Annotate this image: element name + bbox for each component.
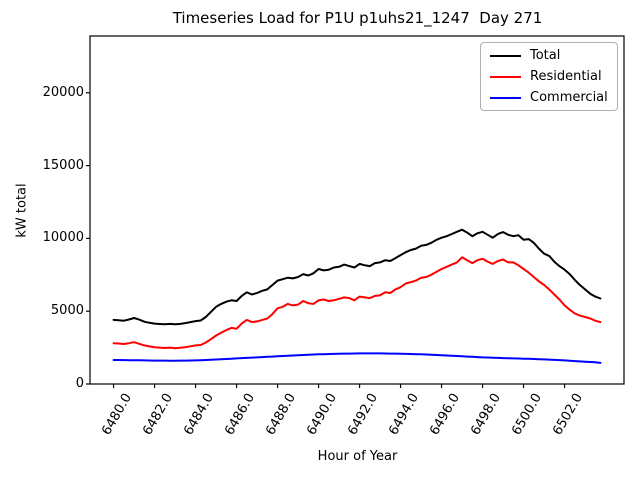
legend-line-sample: [490, 75, 521, 78]
series-commercial-line: [112, 352, 602, 364]
y-axis-title: kW total: [14, 183, 30, 238]
axes-box: [89, 35, 625, 385]
y-tick-label: 5000: [50, 303, 84, 319]
legend-label: Total: [530, 48, 561, 63]
series-residential-line: [112, 256, 602, 350]
series-total-line: [112, 228, 602, 326]
y-tick-label: 10000: [42, 230, 84, 246]
x-axis-title: Hour of Year: [317, 449, 398, 464]
legend: Total Residential Commercial: [480, 42, 618, 111]
legend-line-sample: [490, 54, 521, 57]
legend-entry: Total: [481, 48, 617, 63]
chart-title: Timeseries Load for P1U p1uhs21_1247 Day…: [172, 9, 543, 27]
y-tick-label: 0: [75, 376, 84, 391]
legend-label: Residential: [530, 69, 602, 84]
y-tick-label: 20000: [42, 84, 84, 100]
legend-entry: Residential: [481, 69, 617, 84]
legend-label: Commercial: [530, 90, 608, 105]
y-tick-label: 15000: [42, 157, 84, 173]
legend-entry: Commercial: [481, 90, 617, 105]
legend-line-sample: [490, 96, 521, 99]
